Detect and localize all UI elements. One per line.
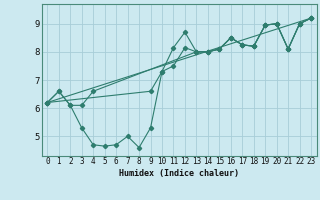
X-axis label: Humidex (Indice chaleur): Humidex (Indice chaleur): [119, 169, 239, 178]
